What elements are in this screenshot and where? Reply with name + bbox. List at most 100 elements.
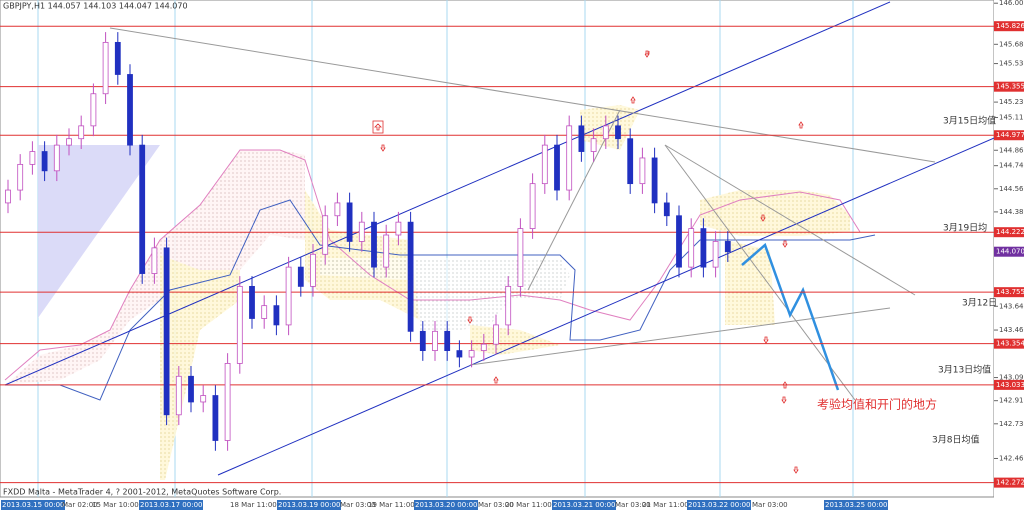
y-tick-label: 143.090 bbox=[999, 374, 1024, 382]
candle-body bbox=[444, 330, 451, 351]
candle-body bbox=[163, 247, 170, 416]
candle-body bbox=[468, 350, 475, 358]
candle-body bbox=[114, 41, 121, 75]
candle-body bbox=[578, 125, 585, 152]
candle-body bbox=[200, 395, 207, 403]
candle-body bbox=[505, 285, 512, 326]
level-label: 143.755 bbox=[996, 288, 1024, 296]
candle-body bbox=[371, 221, 377, 268]
candle-body bbox=[590, 138, 597, 152]
candle-body bbox=[358, 221, 365, 242]
annotation: 3月13日均值 bbox=[938, 364, 991, 376]
candle-body bbox=[627, 138, 634, 185]
time-label: 2013.03.25 00:00 bbox=[825, 501, 887, 509]
candle-body bbox=[688, 228, 695, 268]
candle-body bbox=[432, 330, 438, 351]
candle-body bbox=[90, 93, 97, 127]
time-label: 21 Mar 11:00 bbox=[642, 501, 689, 509]
level-label-box bbox=[994, 21, 1024, 32]
level-label-box bbox=[994, 130, 1024, 141]
candle-body bbox=[5, 189, 11, 204]
candle-body bbox=[53, 144, 60, 172]
annotation: 3月8日均值 bbox=[932, 434, 979, 446]
footer-copyright: FXDD Malta - MetaTrader 4, ? 2001-2012, … bbox=[3, 488, 281, 497]
time-label: 2013.03.21 00:00 bbox=[553, 501, 615, 509]
level-label: 145.355 bbox=[996, 83, 1024, 91]
candle-body bbox=[249, 285, 255, 319]
time-label: Mar 03:00 bbox=[478, 501, 514, 509]
symbol-header: GBPJPY,H1 144.057 144.103 144.047 144.07… bbox=[3, 2, 188, 11]
candle-body bbox=[663, 202, 670, 217]
y-tick-label: 144.740 bbox=[999, 162, 1024, 170]
level-label-box bbox=[994, 81, 1024, 92]
candle-body bbox=[602, 125, 609, 140]
time-label-box bbox=[824, 500, 888, 510]
y-tick-label: 144.560 bbox=[999, 185, 1024, 193]
candle-body bbox=[236, 285, 243, 364]
level-label-box bbox=[994, 287, 1024, 298]
candle-body bbox=[651, 157, 658, 204]
current-price-box bbox=[994, 246, 1024, 257]
candle-body bbox=[419, 330, 426, 351]
y-tick-label: 142.910 bbox=[999, 397, 1024, 405]
current-price-label: 144.070 bbox=[996, 248, 1024, 256]
time-label: 2013.03.22 00:00 bbox=[688, 501, 750, 509]
time-label: Mar 03:00 bbox=[615, 501, 651, 509]
y-tick-label: 144.860 bbox=[999, 146, 1024, 154]
level-label: 145.826 bbox=[996, 22, 1024, 30]
y-tick-label: 144.380 bbox=[999, 208, 1024, 216]
y-tick-label: 143.460 bbox=[999, 326, 1024, 334]
candle-body bbox=[480, 343, 487, 351]
candle-body bbox=[66, 138, 72, 146]
level-label-box bbox=[994, 477, 1024, 488]
annotation: 3月15日均值 bbox=[943, 115, 996, 127]
time-label-box bbox=[139, 500, 203, 510]
candle-body bbox=[407, 221, 414, 332]
y-tick-label: 145.235 bbox=[999, 98, 1024, 106]
candle-body bbox=[139, 144, 146, 274]
candle-body bbox=[175, 375, 182, 416]
candle-body bbox=[724, 241, 731, 253]
y-tick-label: 143.645 bbox=[999, 302, 1024, 310]
candle-body bbox=[566, 125, 573, 191]
time-label: Mar 03:00 bbox=[340, 501, 376, 509]
time-label: 2013.03.19 00:00 bbox=[278, 501, 340, 509]
candle-body bbox=[676, 215, 682, 268]
time-label: Mar 02:00 bbox=[62, 501, 98, 509]
candle-body bbox=[285, 266, 292, 326]
candle-body bbox=[700, 228, 707, 268]
arrow-markers bbox=[372, 50, 804, 474]
candle-body bbox=[212, 395, 219, 441]
level-label: 144.222 bbox=[996, 228, 1024, 236]
candle-body bbox=[639, 157, 646, 185]
candle-body bbox=[493, 324, 499, 345]
candles bbox=[5, 32, 731, 451]
candle-body bbox=[456, 350, 463, 358]
level-label-box bbox=[994, 227, 1024, 238]
indicator-lines bbox=[4, 1, 1024, 476]
level-label: 144.977 bbox=[996, 131, 1024, 139]
y-tick-label: 142.460 bbox=[999, 454, 1024, 462]
candle-body bbox=[17, 163, 24, 191]
candle-body bbox=[151, 247, 158, 274]
annotation: 3月19日均 bbox=[943, 222, 987, 234]
candle-body bbox=[261, 305, 268, 319]
annotation-note: 考验均值和开门的地方 bbox=[817, 397, 937, 412]
time-label: 18 Mar 11:00 bbox=[230, 501, 277, 509]
candle-body bbox=[395, 221, 402, 236]
level-label: 143.033 bbox=[996, 381, 1024, 389]
y-tick-label: 145.115 bbox=[999, 114, 1024, 122]
time-label: 20 Mar 11:00 bbox=[505, 501, 552, 509]
candle-body bbox=[554, 144, 560, 191]
candle-body bbox=[346, 202, 353, 242]
candle-body bbox=[78, 125, 85, 140]
time-label: 19 Mar 11:00 bbox=[368, 501, 415, 509]
candle-body bbox=[517, 228, 524, 287]
y-tick-label: 145.535 bbox=[999, 60, 1024, 68]
time-label-box bbox=[277, 500, 341, 510]
level-label: 142.272 bbox=[996, 479, 1024, 487]
time-label: 2013.03.20 00:00 bbox=[415, 501, 477, 509]
candle-body bbox=[615, 125, 621, 140]
level-label: 143.354 bbox=[996, 340, 1024, 348]
